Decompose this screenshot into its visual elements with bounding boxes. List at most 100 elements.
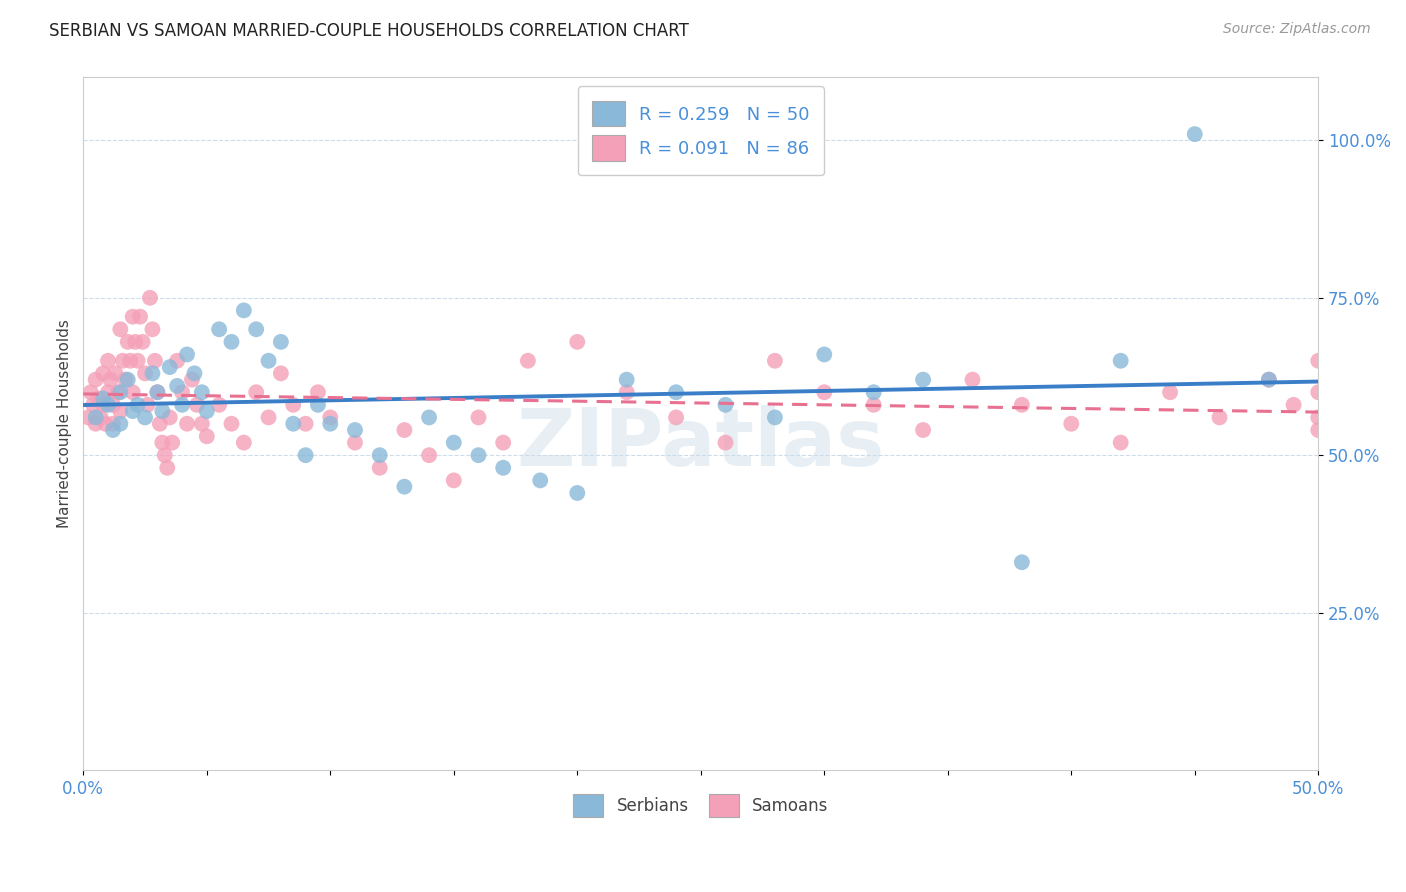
Point [90, 410, 112, 425]
Point [121, 310, 143, 324]
Point [84, 373, 107, 387]
Point [159, 359, 181, 374]
Point [307, 398, 329, 412]
Point [245, 322, 267, 336]
Point [912, 373, 935, 387]
Point [191, 385, 214, 400]
Y-axis label: Married-couple Households: Married-couple Households [58, 319, 72, 528]
Point [221, 417, 243, 431]
Point [232, 303, 254, 318]
Point [1308, 423, 1330, 437]
Point [616, 385, 638, 400]
Point [665, 410, 688, 425]
Point [104, 367, 127, 381]
Point [1159, 385, 1181, 400]
Point [127, 353, 149, 368]
Point [245, 385, 267, 400]
Point [1282, 398, 1305, 412]
Point [153, 448, 176, 462]
Point [343, 435, 366, 450]
Point [139, 291, 162, 305]
Point [443, 435, 465, 450]
Text: ZIPatlas: ZIPatlas [516, 406, 884, 483]
Point [208, 398, 231, 412]
Point [962, 373, 984, 387]
Point [110, 322, 132, 336]
Point [283, 417, 305, 431]
Point [763, 353, 786, 368]
Point [195, 404, 218, 418]
Point [80, 385, 103, 400]
Point [1308, 385, 1330, 400]
Point [141, 367, 163, 381]
Point [141, 322, 163, 336]
Point [1109, 353, 1132, 368]
Point [813, 385, 835, 400]
Point [107, 385, 129, 400]
Point [84, 410, 107, 425]
Point [91, 398, 114, 412]
Point [813, 347, 835, 361]
Point [221, 334, 243, 349]
Point [467, 448, 489, 462]
Point [114, 373, 136, 387]
Point [1257, 373, 1279, 387]
Point [912, 423, 935, 437]
Point [97, 385, 120, 400]
Point [1257, 373, 1279, 387]
Point [101, 398, 124, 412]
Point [186, 398, 208, 412]
Legend: Serbians, Samoans: Serbians, Samoans [567, 787, 835, 824]
Point [1308, 410, 1330, 425]
Point [862, 385, 884, 400]
Point [1184, 127, 1206, 141]
Point [129, 310, 152, 324]
Point [97, 398, 120, 412]
Point [100, 373, 122, 387]
Point [131, 334, 153, 349]
Point [91, 367, 114, 381]
Point [150, 404, 173, 418]
Point [616, 373, 638, 387]
Point [110, 404, 132, 418]
Point [394, 423, 416, 437]
Point [160, 435, 183, 450]
Point [319, 410, 342, 425]
Point [82, 398, 104, 412]
Point [166, 353, 188, 368]
Point [257, 353, 280, 368]
Point [97, 353, 120, 368]
Point [150, 435, 173, 450]
Point [77, 410, 100, 425]
Point [1109, 435, 1132, 450]
Point [294, 417, 316, 431]
Point [101, 417, 124, 431]
Point [159, 410, 181, 425]
Point [120, 353, 142, 368]
Point [492, 435, 515, 450]
Point [307, 385, 329, 400]
Point [368, 460, 391, 475]
Point [181, 373, 204, 387]
Point [208, 322, 231, 336]
Point [117, 334, 139, 349]
Point [143, 353, 166, 368]
Point [529, 474, 551, 488]
Point [665, 385, 688, 400]
Point [1011, 555, 1033, 569]
Point [1011, 398, 1033, 412]
Point [124, 334, 146, 349]
Point [763, 410, 786, 425]
Point [121, 404, 143, 418]
Point [714, 435, 737, 450]
Point [516, 353, 538, 368]
Point [111, 353, 134, 368]
Point [257, 410, 280, 425]
Point [232, 435, 254, 450]
Point [87, 392, 110, 406]
Point [183, 367, 205, 381]
Point [127, 398, 149, 412]
Point [156, 460, 179, 475]
Point [110, 417, 132, 431]
Point [146, 385, 169, 400]
